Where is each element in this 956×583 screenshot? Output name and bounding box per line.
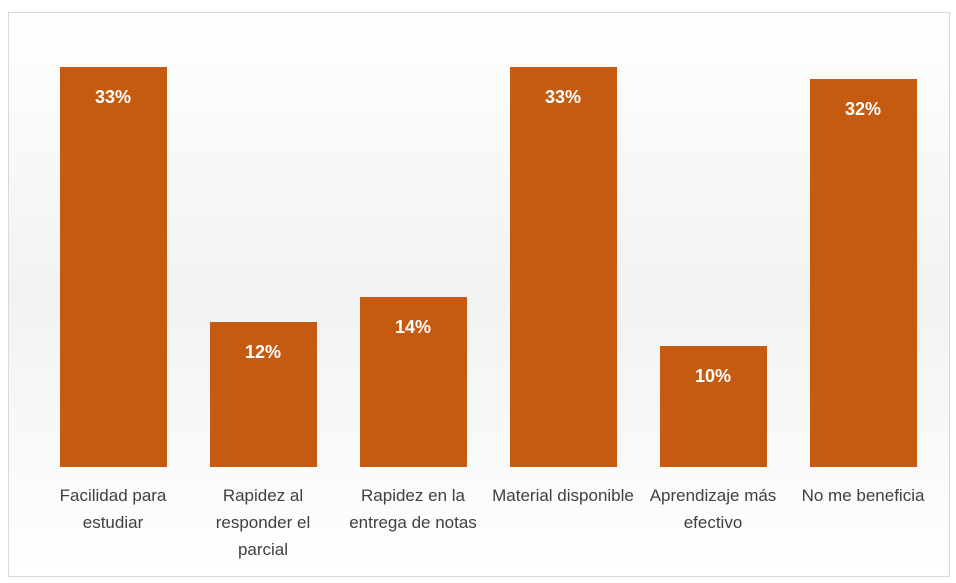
data-label: 10% xyxy=(694,365,732,386)
bar xyxy=(359,297,467,467)
data-label: 12% xyxy=(244,341,282,362)
bar xyxy=(209,321,317,467)
x-tick-label: Rapidez al responder el parcial xyxy=(215,486,311,559)
x-tick-label: Facilidad para estudiar xyxy=(59,486,167,532)
bar xyxy=(509,67,617,467)
x-tick-label: Material disponible xyxy=(492,486,634,505)
bar xyxy=(59,67,167,467)
x-tick-label: Aprendizaje más efectivo xyxy=(649,486,777,532)
bar xyxy=(659,345,767,467)
bar xyxy=(809,79,917,467)
x-tick-label: No me beneficia xyxy=(801,486,925,505)
x-tick-label: Rapidez en la entrega de notas xyxy=(349,486,477,532)
data-label: 33% xyxy=(94,87,132,107)
data-label: 14% xyxy=(394,317,432,338)
data-label: 32% xyxy=(844,99,882,120)
data-label: 33% xyxy=(544,87,582,107)
